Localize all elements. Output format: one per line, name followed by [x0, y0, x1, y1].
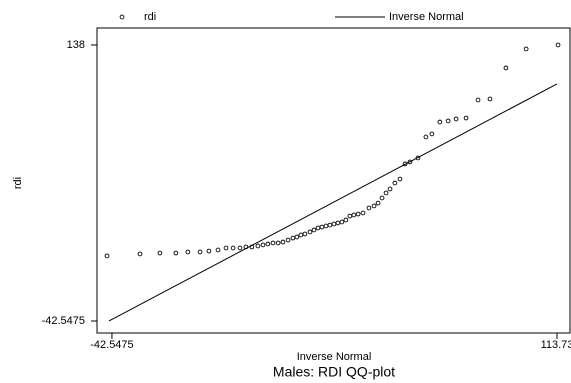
data-point	[265, 241, 271, 247]
data-point	[379, 195, 385, 201]
data-point	[437, 119, 443, 125]
data-point	[445, 118, 451, 124]
data-point	[347, 213, 353, 219]
data-point	[375, 200, 381, 206]
data-point	[327, 222, 333, 228]
data-point	[402, 161, 408, 167]
data-point	[487, 96, 493, 102]
data-point	[197, 249, 203, 255]
data-point	[366, 205, 372, 211]
data-point	[335, 220, 341, 226]
data-point	[475, 97, 481, 103]
data-point	[343, 217, 349, 223]
y-tick-label: 138	[67, 39, 85, 51]
y-axis-title: rdi	[12, 177, 24, 189]
data-point	[360, 210, 366, 216]
data-point	[294, 234, 300, 240]
data-point	[415, 155, 421, 161]
data-point	[397, 176, 403, 182]
data-point	[185, 249, 191, 255]
data-point	[392, 180, 398, 186]
data-point	[260, 242, 266, 248]
data-point	[315, 225, 321, 231]
x-tick-label: 113.73	[541, 339, 571, 351]
legend-marker	[119, 14, 125, 20]
data-point	[173, 250, 179, 256]
data-point	[453, 116, 459, 122]
data-point	[137, 251, 143, 257]
data-point	[371, 203, 377, 209]
data-point	[255, 243, 261, 249]
data-point	[339, 219, 345, 225]
data-point	[215, 247, 221, 253]
data-point	[351, 212, 357, 218]
data-point	[503, 65, 509, 71]
data-point	[387, 186, 393, 192]
data-point	[311, 227, 317, 233]
data-point	[423, 134, 429, 140]
data-point	[383, 190, 389, 196]
data-point	[523, 46, 529, 52]
data-point	[275, 240, 281, 246]
x-tick-label: -42.5475	[90, 339, 133, 351]
legend-label: rdi	[144, 11, 156, 23]
data-point	[319, 224, 325, 230]
data-point	[298, 232, 304, 238]
data-point	[285, 237, 291, 243]
data-point	[157, 250, 163, 256]
data-point	[206, 248, 212, 254]
data-point	[463, 115, 469, 121]
data-point	[407, 159, 413, 165]
data-point	[323, 223, 329, 229]
data-point	[555, 42, 561, 48]
data-point	[290, 235, 296, 241]
x-axis-title: Inverse Normal	[297, 351, 372, 363]
chart-title: Males: RDI QQ-plot	[273, 364, 395, 380]
legend-label: Inverse Normal	[389, 11, 464, 23]
data-point	[302, 231, 308, 237]
data-point	[223, 245, 229, 251]
plot-frame	[96, 27, 571, 334]
data-point	[307, 229, 313, 235]
data-point	[280, 239, 286, 245]
data-point	[237, 245, 243, 251]
data-point	[331, 221, 337, 227]
data-point	[429, 131, 435, 137]
data-point	[230, 245, 236, 251]
reference-line	[108, 83, 558, 322]
y-tick-label: -42.5475	[42, 315, 85, 327]
data-point	[270, 240, 276, 246]
data-point	[355, 211, 361, 217]
data-point	[104, 253, 110, 259]
